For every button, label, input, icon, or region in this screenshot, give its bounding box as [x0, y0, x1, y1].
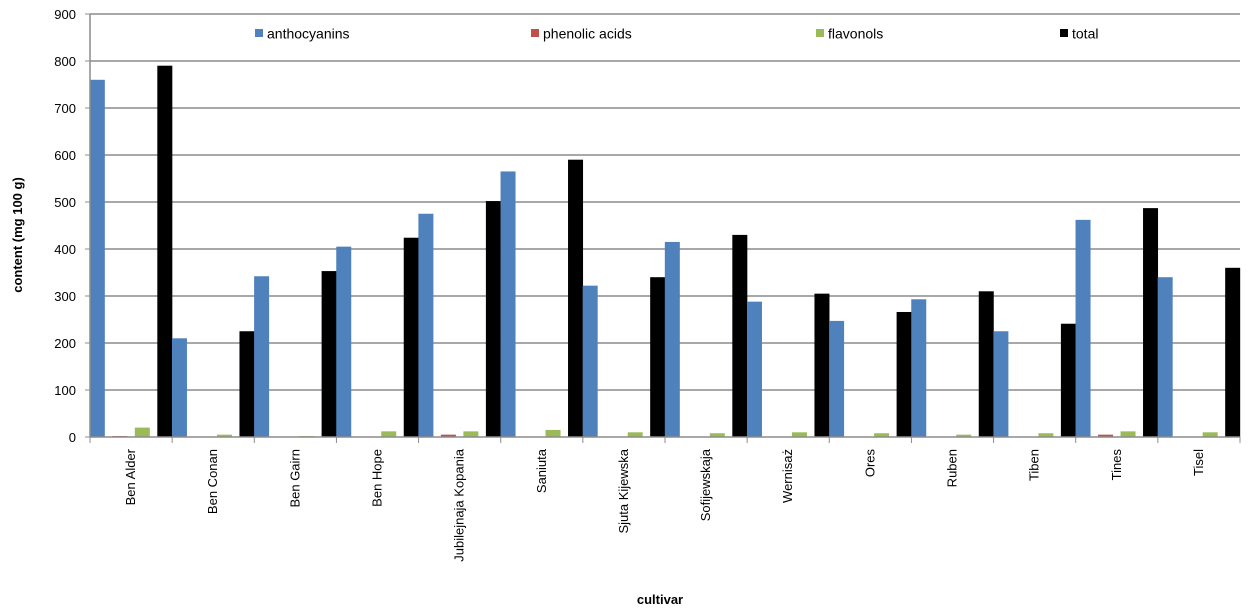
legend-label: phenolic acids: [543, 26, 632, 42]
x-tick-label: Ores: [862, 449, 877, 478]
x-axis-title: cultivar: [637, 592, 683, 607]
bar-anthocyanins: [993, 331, 1009, 437]
bar-flavonols: [463, 431, 479, 437]
bar-total: [732, 234, 748, 437]
bar-flavonols: [1038, 433, 1054, 437]
y-tick-label: 100: [54, 383, 76, 398]
bar-total: [239, 331, 255, 437]
x-tick-label: Ben Hope: [370, 449, 385, 507]
bar-anthocyanins: [829, 320, 845, 437]
bar-flavonols: [791, 432, 807, 437]
y-tick-label: 0: [69, 430, 76, 445]
x-tick-label: Tiben: [1027, 449, 1042, 481]
bars-layer: [89, 65, 1241, 438]
bar-anthocyanins: [500, 171, 516, 437]
bar-total: [1225, 267, 1241, 437]
x-tick-label: Sjuta Kijewska: [616, 448, 631, 533]
bar-flavonols: [134, 427, 150, 437]
bar-anthocyanins: [336, 246, 352, 437]
bar-flavonols: [627, 432, 643, 437]
y-tick-label: 900: [54, 7, 76, 22]
x-tick-label: Sofijewskaja: [698, 448, 713, 521]
x-tick-label: Ben Alder: [123, 448, 138, 505]
bar-anthocyanins: [1075, 219, 1091, 437]
bar-total: [568, 159, 584, 437]
bar-flavonols: [545, 429, 561, 437]
bar-anthocyanins: [1157, 277, 1173, 437]
legend-swatch: [1060, 29, 1068, 37]
x-tick-label: Ben Conan: [205, 449, 220, 514]
y-tick-label: 400: [54, 242, 76, 257]
y-tick-label: 600: [54, 148, 76, 163]
bar-phenolic-acids: [440, 434, 456, 437]
bar-total: [403, 237, 419, 437]
legend-swatch: [531, 29, 539, 37]
legend: anthocyanins phenolic acids flavonols total: [255, 26, 1098, 42]
x-tick-label: Ruben: [945, 449, 960, 487]
y-tick-label: 500: [54, 195, 76, 210]
bar-flavonols: [381, 431, 397, 437]
y-tick-labels: 0 100 200 300 400 500 600 700 800 900: [54, 7, 90, 445]
bar-total: [1143, 208, 1159, 437]
bar-total: [321, 271, 337, 437]
bar-total: [650, 277, 666, 437]
bar-anthocyanins: [254, 276, 270, 437]
legend-label: anthocyanins: [267, 26, 350, 42]
bar-flavonols: [1202, 432, 1218, 437]
bar-total: [157, 65, 173, 437]
bar-total: [485, 201, 501, 437]
x-tick-label: Wernisaż: [780, 449, 795, 503]
bar-flavonols: [874, 433, 890, 437]
x-tick-label: Tisel: [1191, 449, 1206, 476]
axes-layer: [89, 14, 1241, 443]
bar-flavonols: [216, 434, 232, 437]
bar-total: [978, 291, 994, 437]
y-axis-title: content (mg 100 g): [10, 177, 25, 293]
y-tick-label: 300: [54, 289, 76, 304]
legend-swatch: [255, 29, 263, 37]
bar-anthocyanins: [89, 79, 105, 438]
bar-anthocyanins: [664, 241, 680, 437]
bar-anthocyanins: [911, 299, 927, 437]
y-tick-label: 200: [54, 336, 76, 351]
bar-anthocyanins: [171, 338, 187, 437]
x-tick-label: Saniuta: [534, 448, 549, 493]
bar-anthocyanins: [746, 301, 762, 437]
legend-label: total: [1072, 26, 1098, 42]
bar-flavonols: [956, 434, 972, 437]
bar-total: [1060, 323, 1076, 437]
bar-flavonols: [709, 433, 725, 437]
bar-anthocyanins: [418, 213, 434, 437]
legend-swatch: [816, 29, 824, 37]
y-tick-label: 800: [54, 54, 76, 69]
x-tick-label: Tines: [1109, 449, 1124, 481]
bar-phenolic-acids: [1098, 434, 1114, 437]
y-tick-label: 700: [54, 101, 76, 116]
bar-total: [814, 293, 830, 437]
x-tick-label: Ben Gairn: [287, 449, 302, 508]
bar-total: [896, 311, 912, 437]
legend-label: flavonols: [828, 26, 883, 42]
bar-flavonols: [1120, 431, 1136, 437]
bar-anthocyanins: [582, 285, 598, 437]
x-tick-label: Jubilejnaja Kopania: [452, 448, 467, 562]
x-tick-labels: Ben Alder Ben Conan Ben Gairn Ben Hope Jubil…: [123, 448, 1206, 562]
gridlines: [90, 13, 1240, 391]
